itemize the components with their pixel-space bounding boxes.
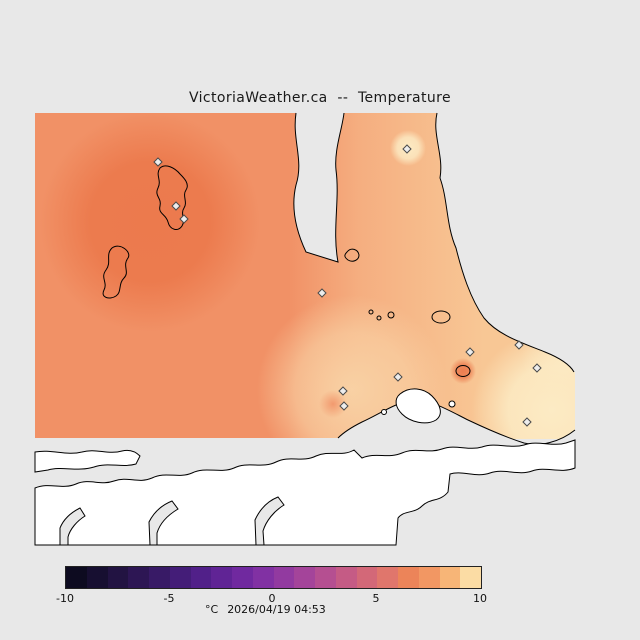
temperature-field [35, 113, 575, 439]
coastline-inlet [293, 112, 345, 263]
station-marker [338, 386, 348, 396]
colorbar-segment [252, 567, 274, 588]
station-marker [339, 401, 349, 411]
station-marker [522, 417, 532, 427]
colorbar-tick-label: 10 [473, 592, 487, 605]
colorbar-tick-label: 0 [268, 592, 276, 605]
station-marker [171, 201, 181, 211]
colorbar-segments [66, 567, 481, 588]
colorbar-segment [66, 567, 87, 588]
channel [148, 500, 179, 546]
colorbar-segment [190, 567, 212, 588]
channel [59, 507, 86, 546]
station-markers [153, 144, 542, 427]
colorbar-segment [232, 567, 253, 588]
field-warm-spot-s [35, 113, 575, 439]
outside-land [34, 388, 576, 546]
colorbar-segment [273, 567, 295, 588]
land-strip-nw [34, 449, 141, 473]
lake-outline [431, 310, 451, 324]
colorbar-segment [439, 567, 461, 588]
islet-white [448, 400, 456, 408]
colorbar-tick-label: 5 [372, 592, 380, 605]
colorbar-segment [398, 567, 419, 588]
timestamp: 2026/04/19 04:53 [227, 603, 326, 616]
colorbar-segment [460, 567, 481, 588]
colorbar-segment [418, 567, 440, 588]
colorbar-segment [211, 567, 232, 588]
station-marker [514, 340, 524, 350]
colorbar-segment [86, 567, 108, 588]
island-white [395, 388, 441, 424]
colorbar-segment [294, 567, 315, 588]
lake-outline [455, 365, 471, 377]
station-marker [465, 347, 475, 357]
colorbar-segment [377, 567, 398, 588]
colorbar-segment [169, 567, 191, 588]
colorbar-segment [149, 567, 170, 588]
page-title: VictoriaWeather.ca -- Temperature [188, 90, 452, 106]
lake-outline [344, 248, 360, 262]
channel [254, 496, 285, 546]
lake-outline [387, 311, 395, 319]
station-marker [402, 144, 412, 154]
colorbar-segment [315, 567, 336, 588]
island-outline [102, 245, 130, 299]
colorbar-segment [107, 567, 129, 588]
colorbar-segment [335, 567, 357, 588]
channels [59, 496, 285, 546]
station-marker [393, 372, 403, 382]
coastline-east [435, 112, 575, 373]
station-marker [317, 288, 327, 298]
islet-outline [368, 309, 374, 315]
islet-outline [376, 315, 382, 321]
land-mass-south [34, 439, 576, 546]
colorbar-segment [356, 567, 378, 588]
colorbar [65, 566, 482, 589]
colorbar-segment [128, 567, 149, 588]
island-outline [156, 165, 188, 230]
station-marker [179, 214, 189, 224]
station-marker [532, 363, 542, 373]
units-label: °C [205, 603, 219, 616]
station-marker [153, 157, 163, 167]
caption: °C 2026/04/19 04:53 [205, 603, 326, 616]
colorbar-tick-label: -10 [56, 592, 74, 605]
islet-white [381, 409, 387, 415]
colorbar-tick-label: -5 [163, 592, 175, 605]
